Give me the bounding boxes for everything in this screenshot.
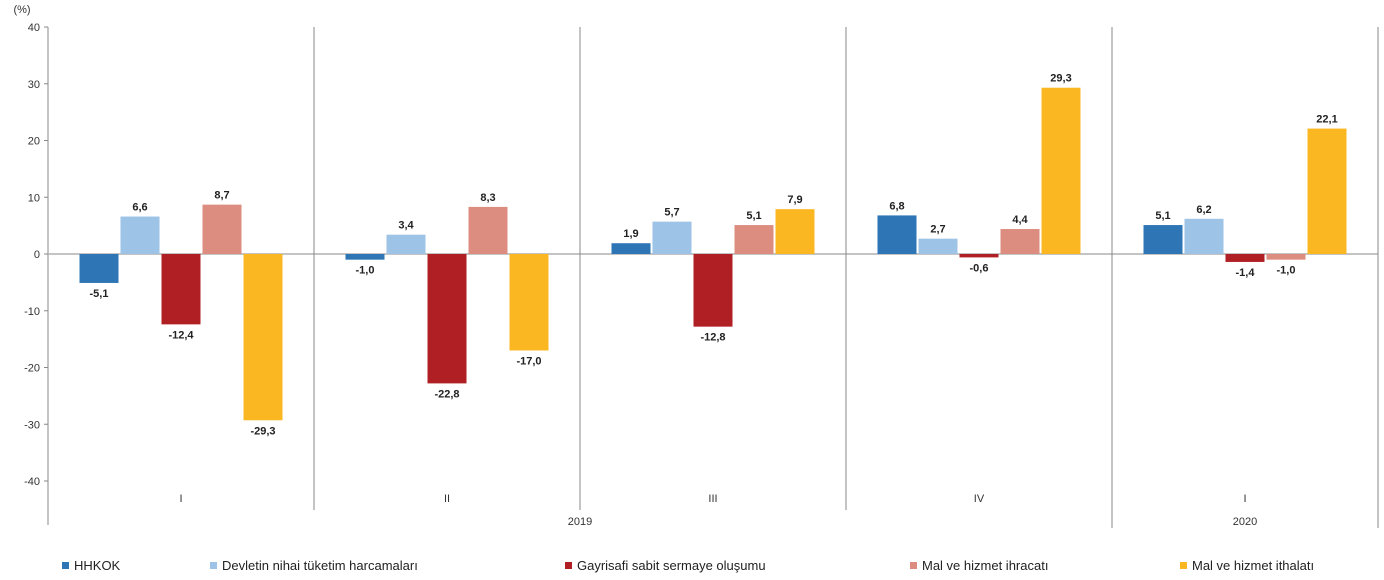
legend: HHKOK Devletin nihai tüketim harcamaları G… (0, 558, 1384, 578)
bar (386, 234, 426, 254)
x-tick-label: I (179, 493, 182, 505)
legend-label: Mal ve hizmet ithalatı (1192, 558, 1315, 573)
bar (1143, 225, 1183, 254)
data-label: 5,1 (746, 210, 761, 222)
data-label: -29,3 (250, 425, 275, 437)
bar (734, 225, 774, 254)
legend-swatch (210, 562, 217, 569)
bar (202, 204, 242, 254)
data-label: -1,0 (1277, 265, 1296, 277)
y-tick-label: -30 (24, 419, 40, 431)
y-tick-label: 30 (28, 79, 40, 91)
x-tick-label: III (708, 493, 717, 505)
data-label: -1,4 (1236, 267, 1256, 279)
data-labels: -5,1 -1,0 1,9 6,8 5,1 6,6 3,4 5,7 2,7 6,2 -12,4 -22… (90, 73, 1338, 438)
data-label: -22,8 (434, 388, 459, 400)
bar (1184, 218, 1224, 254)
data-label: 6,8 (889, 200, 904, 212)
legend-swatch (910, 562, 917, 569)
data-label: 8,7 (214, 190, 229, 202)
bar (918, 238, 958, 254)
x-tick-label: II (444, 493, 450, 505)
bar (79, 254, 119, 283)
data-label: 5,7 (664, 207, 679, 219)
x-tick-label: I (1243, 493, 1246, 505)
data-label: 4,4 (1012, 214, 1028, 226)
legend-item: HHKOK (62, 558, 120, 573)
bar (1307, 128, 1347, 254)
legend-item: Mal ve hizmet ihracatı (910, 558, 1048, 573)
data-label: -17,0 (516, 355, 541, 367)
year-label: 2019 (568, 516, 592, 528)
bar (345, 254, 385, 260)
legend-label: Gayrisafi sabit sermaye oluşumu (577, 558, 766, 573)
y-tick-label: -20 (24, 363, 40, 375)
bar (1041, 87, 1081, 254)
data-label: 2,7 (930, 224, 945, 236)
data-label: 6,2 (1196, 204, 1211, 216)
legend-swatch (1180, 562, 1187, 569)
y-tick-label: 20 (28, 136, 40, 148)
data-label: -12,4 (168, 329, 194, 341)
bar (468, 206, 508, 254)
bar (652, 221, 692, 254)
legend-swatch (62, 562, 69, 569)
data-label: 6,6 (132, 202, 147, 214)
bar (693, 254, 733, 327)
bar (509, 254, 549, 351)
bar (1225, 254, 1265, 262)
data-label: 7,9 (787, 194, 802, 206)
bar (120, 216, 160, 254)
data-label: -5,1 (90, 288, 109, 300)
data-label: 22,1 (1316, 114, 1337, 126)
legend-item: Mal ve hizmet ithalatı (1180, 558, 1314, 573)
bar (243, 254, 283, 421)
x-tick-label: IV (974, 493, 985, 505)
data-label: -0,6 (970, 262, 989, 274)
data-label: 5,1 (1155, 210, 1170, 222)
y-tick-label: 40 (28, 22, 40, 34)
data-label: -12,8 (700, 332, 725, 344)
data-label: 3,4 (398, 220, 414, 232)
data-label: -1,0 (356, 265, 375, 277)
data-label: 29,3 (1050, 73, 1071, 85)
year-label: 2020 (1233, 516, 1257, 528)
legend-item: Gayrisafi sabit sermaye oluşumu (565, 558, 766, 573)
bar (959, 254, 999, 258)
data-label: 1,9 (623, 228, 638, 240)
legend-item: Devletin nihai tüketim harcamaları (210, 558, 418, 573)
bar (161, 254, 201, 325)
bar (1000, 229, 1040, 254)
legend-label: Mal ve hizmet ihracatı (922, 558, 1049, 573)
legend-label: HHKOK (74, 558, 121, 573)
y-tick-label: 10 (28, 192, 40, 204)
bar (427, 254, 467, 384)
legend-swatch (565, 562, 572, 569)
bar (611, 243, 651, 254)
bar (877, 215, 917, 254)
data-label: 8,3 (480, 192, 495, 204)
y-tick-label: 0 (34, 249, 40, 261)
bars (79, 87, 1347, 421)
y-axis-unit-label: (%) (13, 4, 30, 16)
legend-label: Devletin nihai tüketim harcamaları (222, 558, 418, 573)
y-tick-label: -10 (24, 306, 40, 318)
bar (775, 209, 815, 254)
bar (1266, 254, 1306, 260)
y-tick-label: -40 (24, 476, 40, 488)
